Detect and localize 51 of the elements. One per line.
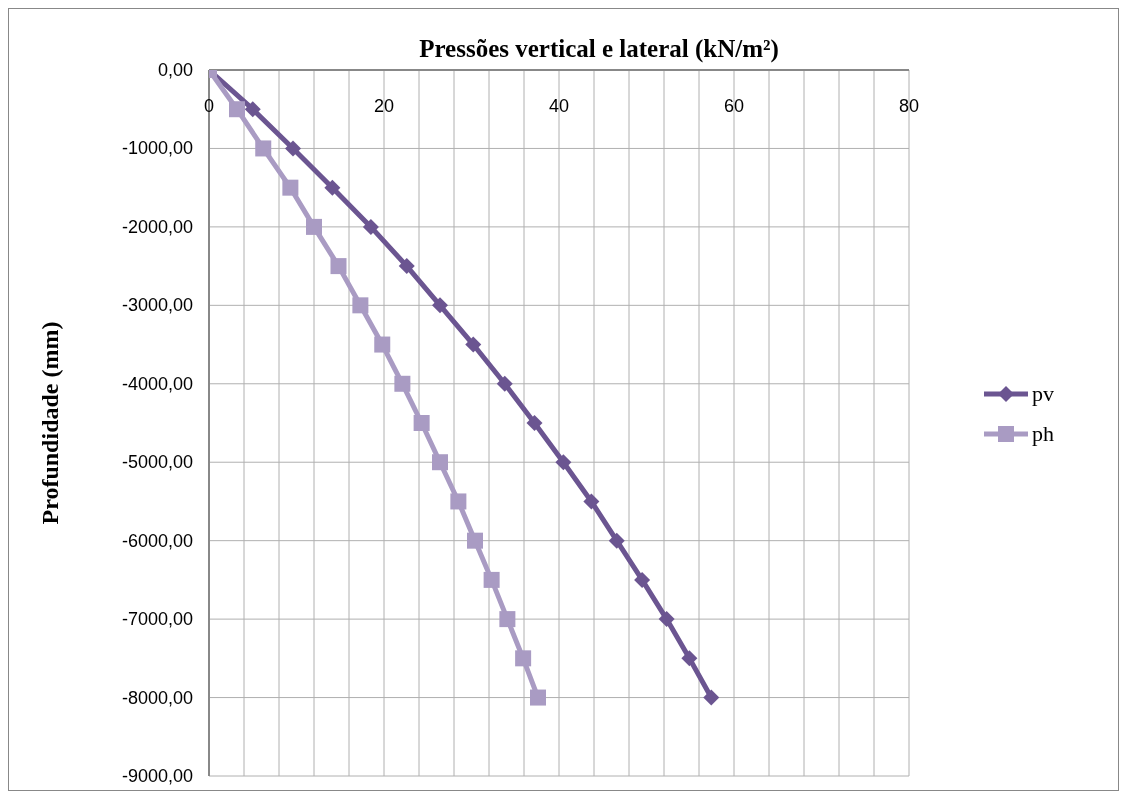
point (515, 650, 532, 667)
point (374, 336, 391, 353)
chart-title: Pressões vertical e lateral (kN/m²) (419, 35, 779, 63)
point (499, 611, 516, 628)
point (467, 532, 483, 549)
y-tick-label: -4000,00 (121, 373, 193, 394)
point (324, 179, 341, 196)
y-tick-label: 0,00 (157, 60, 193, 80)
point (450, 493, 467, 510)
point (362, 218, 379, 235)
point (703, 689, 720, 706)
point (526, 415, 543, 431)
point (658, 611, 675, 628)
y-tick-label: -2000,00 (121, 216, 193, 237)
point (229, 101, 245, 118)
x-tick-label: 40 (548, 96, 570, 116)
point (285, 140, 301, 157)
point (555, 454, 572, 471)
point (394, 375, 411, 392)
point (306, 218, 322, 235)
point (634, 571, 651, 588)
y-tick-label: -7000,00 (121, 609, 193, 630)
y-tick-label: -8000,00 (121, 687, 193, 708)
point (432, 454, 448, 471)
y-axis-title: Profundidade (mm) (36, 321, 63, 525)
point (282, 179, 299, 196)
point (330, 258, 347, 275)
point (530, 689, 546, 706)
point (244, 101, 261, 118)
point (583, 493, 600, 510)
point (352, 297, 369, 314)
point (681, 650, 698, 667)
x-tick-label: 60 (723, 96, 745, 116)
y-tick-label: -3000,00 (121, 295, 193, 316)
point (255, 140, 272, 157)
legend-label: pv (1032, 381, 1054, 407)
point (398, 258, 415, 275)
point (465, 336, 482, 353)
point (432, 297, 448, 314)
x-tick-label: 20 (373, 96, 395, 116)
y-tick-label: -6000,00 (121, 530, 193, 551)
y-tick-label: -9000,00 (121, 766, 193, 786)
point (483, 571, 500, 588)
x-tick-label: 0 (203, 96, 215, 116)
legend-label: ph (1032, 421, 1054, 447)
point (413, 415, 430, 431)
point (496, 375, 513, 392)
x-tick-label: 80 (898, 96, 920, 116)
point (608, 532, 625, 549)
y-tick-label: -1000,00 (121, 138, 193, 159)
y-tick-label: -5000,00 (121, 452, 193, 473)
